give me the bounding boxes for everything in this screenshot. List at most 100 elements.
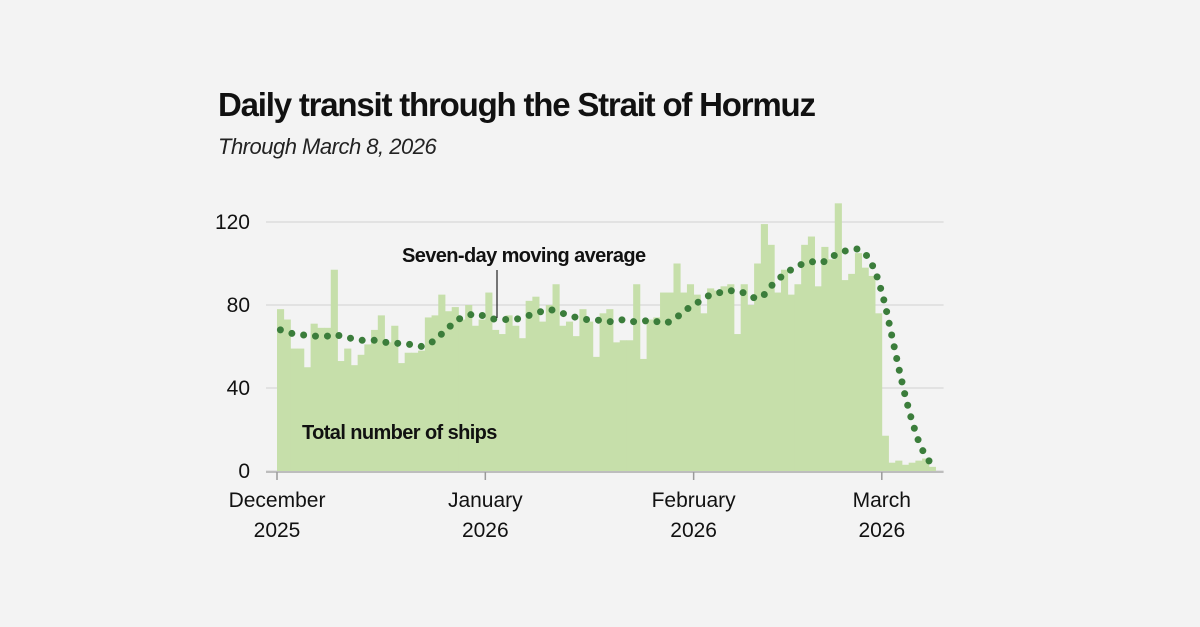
bar: [411, 352, 419, 471]
bar: [310, 323, 318, 471]
x-tick-year: 2025: [254, 519, 301, 542]
bar: [471, 325, 479, 471]
x-tick: December 2025: [229, 472, 326, 542]
bar: [465, 305, 473, 471]
x-axis: December 2025 January 2026 February 2026 Ma…: [229, 472, 911, 542]
y-tick-label: 120: [215, 211, 250, 234]
bar: [727, 284, 735, 471]
bar: [290, 348, 298, 471]
bar: [928, 466, 936, 471]
bar: [781, 269, 789, 471]
bar: [673, 263, 681, 471]
x-tick-month: March: [853, 489, 911, 512]
bar-series: [277, 203, 936, 471]
moving-average-line: [276, 245, 936, 469]
bar: [747, 305, 755, 471]
bar: [895, 460, 903, 471]
bar: [653, 317, 661, 471]
bar: [854, 253, 863, 471]
bar: [680, 292, 688, 471]
x-tick: January 2026: [448, 472, 523, 542]
bar: [801, 244, 809, 471]
bar: [686, 284, 695, 471]
y-tick-label: 40: [227, 377, 250, 400]
bar: [297, 348, 305, 471]
bar: [324, 327, 332, 471]
bar: [760, 224, 768, 471]
bar: [424, 317, 432, 471]
x-tick-year: 2026: [670, 519, 717, 542]
bar: [451, 307, 459, 471]
bar: [512, 325, 520, 471]
bar: [445, 311, 453, 471]
bar: [277, 309, 285, 471]
bar: [848, 273, 856, 471]
bar: [613, 342, 621, 471]
bar: [807, 236, 815, 471]
bar: [371, 329, 379, 471]
y-tick-label: 0: [238, 460, 250, 483]
bar: [881, 435, 889, 471]
bar: [384, 342, 392, 471]
bar: [505, 315, 513, 471]
bar: [633, 284, 641, 471]
bar: [552, 284, 560, 471]
bar: [498, 334, 506, 471]
bar: [875, 313, 883, 471]
bar: [357, 354, 365, 471]
x-tick-month: February: [652, 489, 737, 512]
x-tick: February 2026: [652, 472, 737, 542]
bar: [814, 286, 822, 471]
bar: [458, 319, 466, 471]
bar: [438, 294, 446, 471]
bar: [397, 363, 406, 471]
x-tick-month: December: [229, 489, 326, 512]
bar: [532, 296, 540, 471]
bar: [767, 244, 775, 471]
bar: [606, 309, 614, 471]
x-tick: March 2026: [853, 472, 911, 542]
bar: [868, 275, 876, 471]
bar: [861, 267, 869, 471]
bar: [545, 305, 553, 471]
bar: [626, 340, 634, 471]
bar: [525, 300, 533, 471]
bar: [559, 325, 567, 471]
bar: [733, 334, 742, 471]
bar: [713, 290, 721, 471]
bar: [720, 286, 728, 471]
bar: [350, 365, 359, 471]
bar: [337, 361, 345, 471]
bar: [478, 319, 486, 471]
bar: [922, 458, 930, 471]
bar: [700, 313, 708, 471]
bar: [303, 367, 311, 471]
x-tick-year: 2026: [462, 519, 509, 542]
bar: [619, 340, 627, 471]
x-tick-year: 2026: [858, 519, 905, 542]
bar: [364, 344, 372, 471]
y-tick-label: 80: [227, 294, 250, 317]
bar: [888, 462, 896, 471]
bar: [774, 292, 782, 471]
bar: [586, 321, 594, 471]
x-tick-month: January: [448, 489, 523, 512]
bar: [915, 460, 923, 471]
bar: [330, 269, 338, 471]
bar: [787, 294, 795, 471]
bar: [646, 319, 654, 471]
bar: [828, 259, 836, 471]
moving-average-label: Seven-day moving average: [402, 245, 646, 267]
bar: [660, 292, 668, 471]
bar: [565, 321, 574, 471]
bar: [404, 352, 412, 471]
bar: [579, 309, 587, 471]
bar: [431, 315, 439, 471]
bar: [518, 338, 527, 471]
bar: [821, 246, 829, 471]
